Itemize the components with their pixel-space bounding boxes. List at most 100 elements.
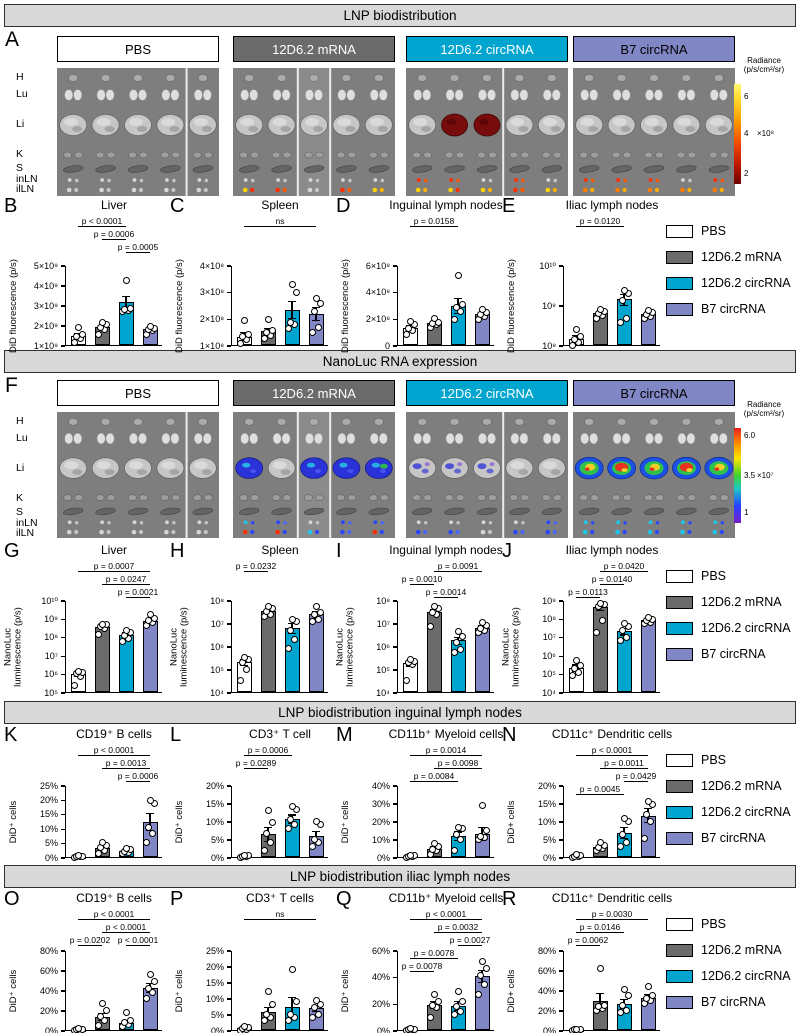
y-tick-label: 0% xyxy=(44,852,58,863)
y-axis-label: DiD⁺ cells xyxy=(339,800,351,844)
significance-label: p = 0.0084 xyxy=(413,770,455,781)
data-point xyxy=(292,289,300,297)
y-tick xyxy=(558,990,563,992)
data-point xyxy=(146,322,154,330)
significance-bracket xyxy=(244,755,292,757)
significance-label: p = 0.0006 xyxy=(93,228,135,239)
error-bar-cap xyxy=(620,826,628,828)
data-point xyxy=(402,676,410,684)
significance-label: p = 0.0078 xyxy=(401,960,443,971)
data-point xyxy=(100,1017,108,1024)
error-bar-cap xyxy=(312,830,320,833)
data-point xyxy=(122,1009,130,1016)
chart-panel-I: I Inguinal lymph nodes 10⁴ 10⁵ 10⁶ 10⁷ 10⁸ Nano… xyxy=(334,540,503,698)
significance-bracket xyxy=(126,781,150,783)
y-tick xyxy=(392,977,397,979)
data-point xyxy=(308,1014,316,1022)
significance-bracket xyxy=(624,781,648,783)
section-title: LNP biodistribution iliac lymph nodes xyxy=(289,869,511,884)
y-axis xyxy=(64,786,66,858)
significance-label: p < 0.0001 xyxy=(93,744,135,755)
data-point xyxy=(70,682,78,690)
data-point xyxy=(240,1022,248,1030)
data-point xyxy=(576,661,584,669)
y-tick xyxy=(60,305,65,307)
chart-letter: C xyxy=(170,195,185,217)
chart-row-nanoluc: G Liver 10⁵ 10⁶ 10⁷ 10⁸ 10⁹ 10¹⁰ NanoLuc lumines… xyxy=(2,540,798,698)
y-tick-label: 0% xyxy=(376,852,390,863)
data-point xyxy=(312,602,320,610)
data-point xyxy=(74,667,82,675)
y-tick-label: 10⁵ xyxy=(210,664,224,675)
y-tick-label: 20% xyxy=(39,1005,58,1016)
error-bar-cap xyxy=(264,826,272,829)
colorbar-tick-label: 3.5 xyxy=(744,470,756,480)
data-point xyxy=(452,830,460,838)
legend-item-pbs: PBS xyxy=(666,917,798,931)
data-point xyxy=(316,299,324,307)
data-point xyxy=(98,838,106,846)
data-point xyxy=(150,615,158,623)
y-tick xyxy=(392,318,397,320)
legend-swatch xyxy=(666,569,693,583)
error-bar xyxy=(291,301,293,319)
organ-image-b7-circrna xyxy=(573,412,735,538)
y-tick xyxy=(558,1010,563,1012)
y-tick-label: 10⁶ xyxy=(542,650,556,661)
significance-bracket xyxy=(244,768,268,770)
data-point xyxy=(146,970,154,978)
organ-image-pbs xyxy=(57,68,219,196)
data-point xyxy=(308,842,316,850)
legend-label: 12D6.2 mRNA xyxy=(701,250,782,264)
error-bar-cap xyxy=(122,295,130,297)
error-bar-cap xyxy=(596,992,604,994)
data-point xyxy=(478,305,486,313)
y-tick xyxy=(226,265,231,267)
legend: PBS 12D6.2 mRNA 12D6.2 circRNA B7 circRNA xyxy=(666,891,798,1031)
legend-item-pbs: PBS xyxy=(666,569,798,583)
data-point xyxy=(98,318,106,326)
data-point xyxy=(450,846,458,854)
chart-panel-C: C Spleen 1×10⁸ 2×10⁸ 3×10⁸ 4×10⁸ DiD fluoresce… xyxy=(168,195,334,353)
error-bar-cap xyxy=(454,298,462,300)
y-tick xyxy=(60,692,65,694)
y-tick-label: 5% xyxy=(44,838,58,849)
legend-swatch xyxy=(666,647,693,661)
data-point xyxy=(478,958,486,966)
data-point xyxy=(146,610,154,618)
y-axis xyxy=(230,601,232,693)
y-tick-label: 10⁷ xyxy=(542,632,556,643)
data-point xyxy=(482,827,490,835)
data-point xyxy=(618,1002,626,1009)
error-bar-cap xyxy=(288,633,296,635)
x-axis xyxy=(562,1030,660,1032)
chart-panel-P: P CD3⁺ T cells 0% 5% 10% 15% 20% 25% DiD⁺ cells n… xyxy=(168,888,334,1033)
significance-bracket xyxy=(410,781,458,783)
legend-item-b7-circrna: B7 circRNA xyxy=(666,995,798,1009)
data-point xyxy=(286,627,294,635)
y-tick xyxy=(226,646,231,648)
legend: PBS 12D6.2 mRNA 12D6.2 circRNA B7 circRNA xyxy=(666,727,798,858)
y-tick xyxy=(226,692,231,694)
legend-label: 12D6.2 circRNA xyxy=(701,805,791,819)
error-bar xyxy=(291,997,293,1016)
chart-panel-H: H Spleen 10⁴ 10⁵ 10⁶ 10⁷ 10⁸ NanoLuc luminescen… xyxy=(168,540,334,698)
y-axis-label: DiD fluorescence (p/s) xyxy=(173,259,185,353)
colorbar-multiplier: ×10⁷ xyxy=(757,470,774,480)
colorbar-tick-label: 6 xyxy=(744,92,749,101)
y-axis-label: DiD⁺ cells xyxy=(173,800,185,844)
data-point xyxy=(260,1017,268,1025)
data-point xyxy=(102,1007,110,1014)
x-axis xyxy=(562,345,660,347)
chart-letter: N xyxy=(502,724,517,746)
bar-b7-circrna xyxy=(308,614,324,692)
chart-title: Liver xyxy=(100,198,127,212)
data-point xyxy=(148,989,156,996)
section-title: NanoLuc RNA expression xyxy=(322,354,478,369)
chart-letter: Q xyxy=(336,888,352,910)
chart-letter: M xyxy=(336,724,353,746)
data-point xyxy=(142,838,150,846)
data-point xyxy=(148,830,156,838)
chart-row-iliac: O CD19⁺ B cells 0% 20% 40% 60% 80% DiD⁺ cells p … xyxy=(2,888,798,1033)
data-point xyxy=(266,839,274,847)
